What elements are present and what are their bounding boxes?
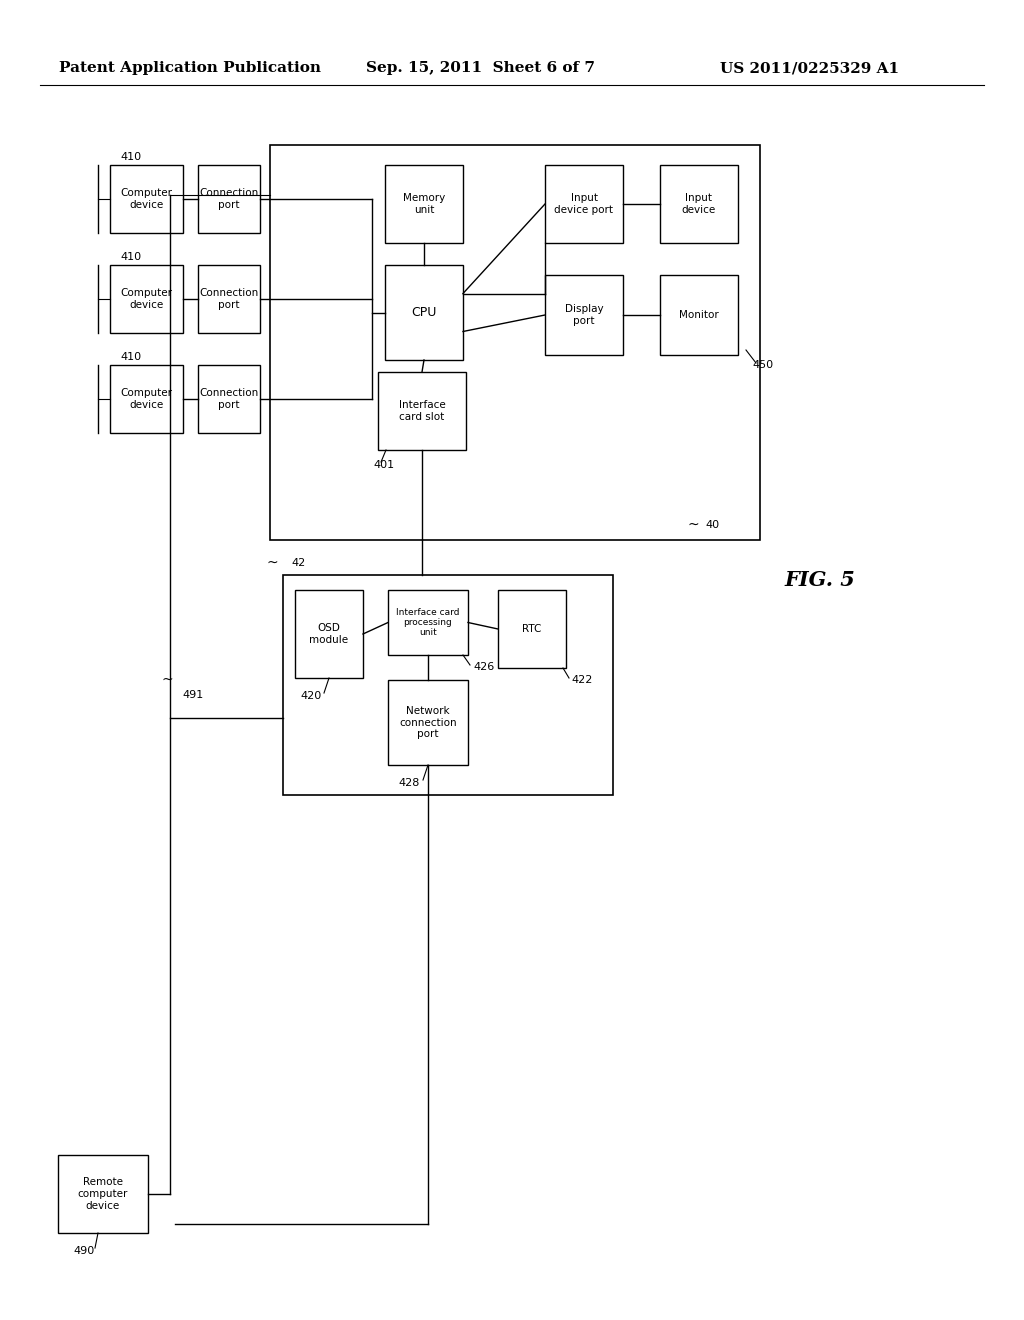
Text: CPU: CPU (412, 306, 436, 319)
Text: Patent Application Publication: Patent Application Publication (59, 61, 321, 75)
Text: 426: 426 (473, 663, 495, 672)
Text: ~: ~ (687, 517, 698, 532)
Text: Interface card
processing
unit: Interface card processing unit (396, 607, 460, 638)
Text: Monitor: Monitor (679, 310, 719, 319)
Text: Computer
device: Computer device (121, 288, 172, 310)
Bar (110, 366, 183, 433)
Bar (378, 372, 466, 450)
Bar (385, 165, 463, 243)
Text: 491: 491 (182, 689, 203, 700)
Bar (198, 265, 260, 333)
Text: 42: 42 (291, 558, 305, 568)
Bar (198, 165, 260, 234)
Bar (198, 366, 260, 433)
Text: Input
device port: Input device port (555, 193, 613, 215)
Text: 410: 410 (120, 152, 141, 162)
Text: OSD
module: OSD module (309, 623, 348, 644)
Bar (270, 145, 760, 540)
Text: Connection
port: Connection port (200, 288, 259, 310)
Text: RTC: RTC (522, 624, 542, 634)
Bar (295, 590, 362, 678)
Bar (660, 165, 738, 243)
Bar (545, 275, 623, 355)
Text: Computer
device: Computer device (121, 189, 172, 210)
Text: FIG. 5: FIG. 5 (784, 570, 855, 590)
Text: Connection
port: Connection port (200, 189, 259, 210)
Text: Computer
device: Computer device (121, 388, 172, 409)
Bar (545, 165, 623, 243)
Text: Memory
unit: Memory unit (402, 193, 445, 215)
Text: 428: 428 (398, 777, 420, 788)
Text: 401: 401 (373, 459, 394, 470)
Text: 490: 490 (73, 1246, 94, 1257)
Text: Network
connection
port: Network connection port (399, 706, 457, 739)
Bar (388, 680, 468, 766)
Text: 40: 40 (706, 520, 720, 531)
Text: Input
device: Input device (682, 193, 716, 215)
Bar (388, 590, 468, 655)
Text: Remote
computer
device: Remote computer device (78, 1177, 128, 1210)
Text: 422: 422 (571, 675, 592, 685)
Text: 450: 450 (753, 360, 773, 370)
Text: US 2011/0225329 A1: US 2011/0225329 A1 (721, 61, 899, 75)
Text: ~: ~ (161, 672, 173, 686)
Text: Display
port: Display port (564, 304, 603, 326)
Bar (498, 590, 566, 668)
Text: Interface
card slot: Interface card slot (398, 400, 445, 422)
Text: 410: 410 (120, 352, 141, 362)
Text: Sep. 15, 2011  Sheet 6 of 7: Sep. 15, 2011 Sheet 6 of 7 (366, 61, 595, 75)
Bar (110, 165, 183, 234)
Text: ~: ~ (266, 556, 278, 570)
Bar (58, 1155, 148, 1233)
Bar (110, 265, 183, 333)
Text: Connection
port: Connection port (200, 388, 259, 409)
Text: 410: 410 (120, 252, 141, 261)
Bar (660, 275, 738, 355)
Bar (283, 576, 613, 795)
Text: 420: 420 (300, 690, 322, 701)
Bar (385, 265, 463, 360)
